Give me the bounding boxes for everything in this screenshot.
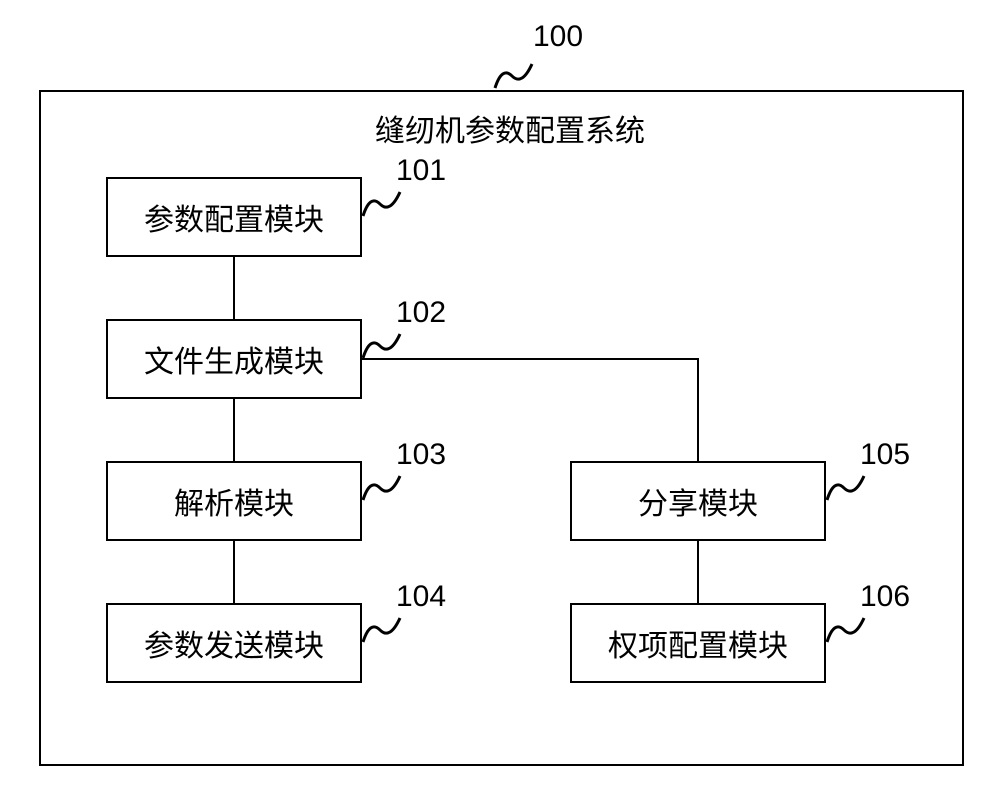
ref-label-101: 101 xyxy=(396,154,446,188)
leader-squiggle-105 xyxy=(822,470,872,510)
node-label-102: 文件生成模块 xyxy=(144,337,324,381)
ref-label-104: 104 xyxy=(396,580,446,614)
system-title: 缝纫机参数配置系统 xyxy=(375,106,645,150)
leader-squiggle-103 xyxy=(358,470,408,510)
diagram-canvas: 缝纫机参数配置系统 100 参数配置模块 101 文件生成模块 102 解析模块 103 参… xyxy=(0,0,1000,804)
node-box-105: 分享模块 xyxy=(570,461,826,541)
node-label-106: 权项配置模块 xyxy=(608,621,788,665)
node-box-106: 权项配置模块 xyxy=(570,603,826,683)
node-box-102: 文件生成模块 xyxy=(106,319,362,399)
node-label-103: 解析模块 xyxy=(174,479,294,523)
node-box-103: 解析模块 xyxy=(106,461,362,541)
ref-label-106: 106 xyxy=(860,580,910,614)
leader-squiggle-100 xyxy=(490,58,540,98)
node-box-101: 参数配置模块 xyxy=(106,177,362,257)
ref-label-103: 103 xyxy=(396,438,446,472)
leader-squiggle-101 xyxy=(358,186,408,226)
ref-label-105: 105 xyxy=(860,438,910,472)
leader-squiggle-106 xyxy=(822,612,872,652)
leader-squiggle-104 xyxy=(358,612,408,652)
leader-squiggle-102 xyxy=(358,328,408,368)
node-label-105: 分享模块 xyxy=(638,479,758,523)
node-label-104: 参数发送模块 xyxy=(144,621,324,665)
ref-label-102: 102 xyxy=(396,296,446,330)
ref-label-100: 100 xyxy=(533,20,583,54)
node-box-104: 参数发送模块 xyxy=(106,603,362,683)
node-label-101: 参数配置模块 xyxy=(144,195,324,239)
